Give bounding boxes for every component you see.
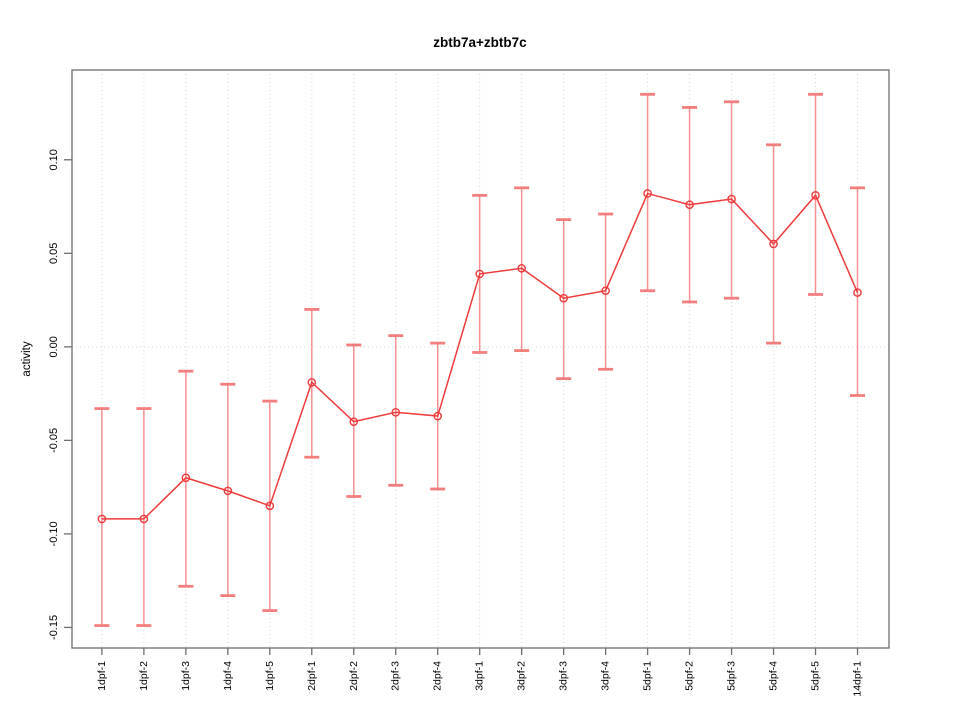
- data-point-marker: [769, 239, 778, 249]
- x-tick-label: 1dpf-2: [138, 661, 150, 691]
- data-point-marker: [349, 417, 359, 426]
- data-point-marker: [643, 189, 652, 198]
- plot-area: 0.10 0.05 0.00 -0.05 -0.10 -0.15 1dpf-1 1dpf-2 1…: [48, 69, 890, 697]
- y-axis-label: activity: [21, 341, 33, 376]
- trend-line: [101, 192, 859, 520]
- plot-border: [71, 69, 890, 649]
- data-point-marker: [433, 411, 443, 421]
- data-point-marker: [391, 408, 401, 417]
- y-tick-label: -0.15: [48, 615, 60, 640]
- x-tick-label: 2dpf-2: [348, 661, 360, 691]
- x-tick-label: 3dpf-2: [516, 661, 528, 691]
- x-tick-label: 5dpf-5: [810, 661, 822, 691]
- data-point-marker: [727, 194, 736, 204]
- x-tick-label: 5dpf-3: [726, 661, 738, 691]
- x-tick-label: 5dpf-2: [684, 661, 696, 691]
- x-tick-label: 3dpf-1: [474, 661, 486, 691]
- data-point-marker: [265, 501, 275, 511]
- x-tick-label: 1dpf-5: [264, 661, 276, 691]
- y-tick-label: -0.10: [48, 521, 60, 546]
- data-point-marker: [223, 486, 233, 496]
- x-tick-label: 2dpf-1: [306, 661, 318, 691]
- x-tick-label: 5dpf-4: [768, 661, 780, 691]
- data-point-marker: [181, 473, 191, 483]
- data-point-marker: [475, 269, 485, 279]
- data-point-marker: [811, 191, 820, 200]
- chart-title: zbtb7a+zbtb7c: [433, 35, 527, 50]
- x-tick-label: 5dpf-1: [642, 661, 654, 691]
- data-point-marker: [559, 293, 568, 303]
- data-point-marker: [685, 200, 694, 209]
- data-point-marker: [97, 514, 107, 524]
- data-point-marker: [517, 263, 526, 273]
- data-point-marker: [853, 288, 862, 297]
- x-tick-label: 3dpf-4: [600, 661, 612, 691]
- y-tick-label: 0.05: [48, 243, 60, 264]
- y-tick-label: 0.00: [48, 336, 60, 357]
- x-tick-label: 1dpf-4: [222, 661, 234, 691]
- data-point-marker: [307, 378, 317, 387]
- x-tick-label: 1dpf-1: [96, 661, 108, 691]
- data-point-marker: [139, 514, 149, 524]
- x-tick-label: 2dpf-4: [432, 661, 444, 691]
- y-tick-label: 0.10: [48, 149, 60, 170]
- x-tick-label: 2dpf-3: [390, 661, 402, 691]
- x-tick-label: 1dpf-3: [180, 661, 192, 691]
- y-tick-label: -0.05: [48, 428, 60, 453]
- x-tick-label: 14dpf-1: [852, 661, 864, 697]
- data-point-marker: [601, 286, 610, 296]
- x-tick-label: 3dpf-3: [558, 661, 570, 691]
